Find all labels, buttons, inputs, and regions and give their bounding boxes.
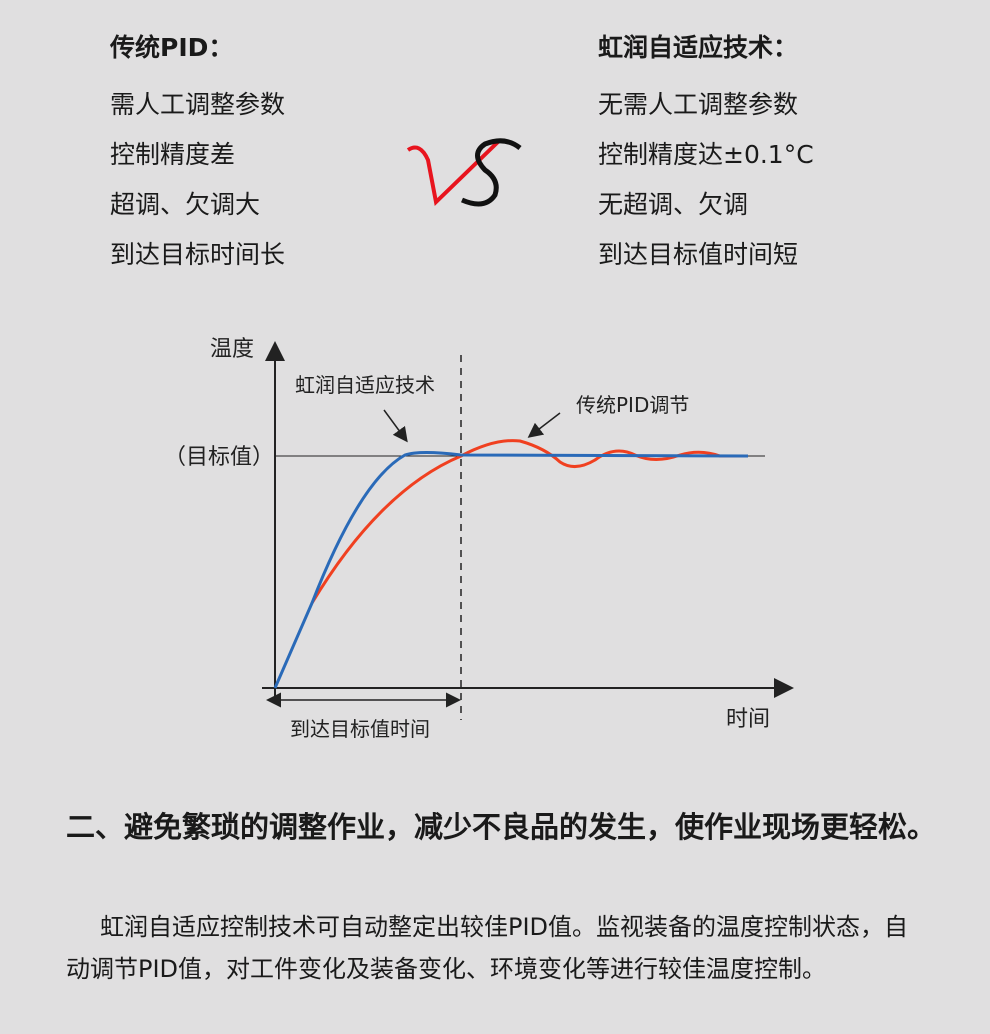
list-item: 需人工调整参数 xyxy=(110,90,286,119)
time-span-label: 到达目标值时间 xyxy=(290,717,430,741)
vs-logo xyxy=(406,138,522,207)
temperature-diagram: 温度 时间 （目标值） 虹润自适应技术 传统PID调节 到达目标值时间 xyxy=(164,337,794,741)
list-item: 无需人工调整参数 xyxy=(598,90,799,119)
list-item: 超调、欠调大 xyxy=(110,190,261,219)
section-body: 虹润自适应控制技术可自动整定出较佳PID值。监视装备的温度控制状态，自动调节PI… xyxy=(66,913,909,983)
list-item: 控制精度达±0.1°C xyxy=(598,140,814,169)
x-axis-label: 时间 xyxy=(726,707,770,732)
list-item: 控制精度差 xyxy=(110,140,236,169)
adaptive-label: 虹润自适应技术 xyxy=(295,373,435,397)
traditional-pid-column: 传统PID： 需人工调整参数 控制精度差 超调、欠调大 到达目标时间长 xyxy=(110,30,285,280)
list-item: 到达目标值时间短 xyxy=(598,240,799,269)
adaptive-column: 虹润自适应技术： 无需人工调整参数 控制精度达±0.1°C 无超调、欠调 到达目… xyxy=(598,30,814,280)
target-label: （目标值） xyxy=(164,445,274,470)
list-item: 到达目标时间长 xyxy=(110,240,286,269)
adaptive-curve xyxy=(273,451,749,689)
pid-label: 传统PID调节 xyxy=(576,393,689,417)
adaptive-title: 虹润自适应技术： xyxy=(598,33,799,62)
list-item: 无超调、欠调 xyxy=(598,190,749,219)
pid-curve xyxy=(310,439,748,604)
y-axis-label: 温度 xyxy=(210,337,254,362)
vs-v xyxy=(406,138,502,207)
pid-pointer xyxy=(527,412,561,438)
section-title: 二、避免繁琐的调整作业，减少不良品的发生，使作业现场更轻松。 xyxy=(66,810,937,844)
vs-s xyxy=(461,138,522,207)
traditional-pid-title: 传统PID： xyxy=(110,33,234,62)
adaptive-pointer xyxy=(383,409,408,443)
